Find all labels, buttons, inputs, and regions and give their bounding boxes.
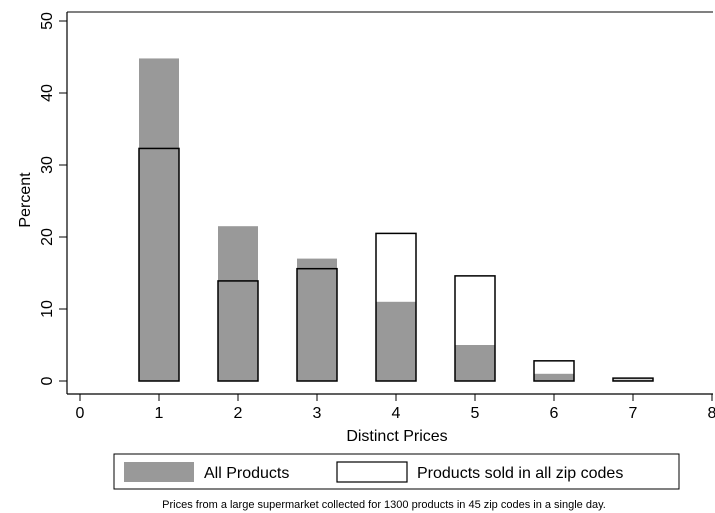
x-tick-label: 1 [155, 405, 164, 422]
legend-swatch-all-products [124, 462, 194, 482]
bar-products-all-zip-codes [296, 267, 338, 382]
x-tick-label: 5 [471, 405, 480, 422]
legend: All Products Products sold in all zip co… [113, 453, 680, 490]
y-axis-label: Percent [17, 172, 34, 228]
y-tick-label: 20 [39, 228, 56, 246]
plot-area [66, 11, 713, 395]
bar-all-products [297, 258, 337, 381]
bar-products-all-zip-codes [533, 360, 575, 382]
bar-products-all-zip-codes [217, 280, 259, 382]
y-tick-label: 30 [39, 156, 56, 174]
y-ticks: 0 10 20 30 40 50 [39, 12, 67, 385]
y-tick-label: 10 [39, 300, 56, 318]
bar-products-all-zip-codes [612, 377, 654, 382]
chart-note: Prices from a large supermarket collecte… [162, 499, 606, 511]
x-ticks: 0 1 2 3 4 5 6 7 8 [76, 394, 715, 422]
x-tick-label: 0 [76, 405, 85, 422]
bar-all-products [455, 345, 495, 381]
legend-label-products-all-zip: Products sold in all zip codes [417, 465, 623, 482]
y-tick-label: 50 [39, 12, 56, 30]
legend-box [113, 453, 680, 490]
y-tick-label: 0 [39, 376, 56, 385]
legend-label-all-products: All Products [204, 465, 289, 482]
bar-all-products [218, 226, 258, 381]
x-tick-label: 8 [708, 405, 715, 422]
bar-products-all-zip-codes [138, 147, 180, 382]
bar-all-products [376, 301, 416, 381]
bar-all-products [534, 373, 574, 381]
bar-products-all-zip-codes [375, 232, 417, 382]
bar-all-products [139, 58, 179, 381]
bar-products-all-zip-codes [454, 275, 496, 382]
x-tick-label: 6 [550, 405, 559, 422]
x-tick-label: 4 [392, 405, 401, 422]
legend-swatch-products-all-zip [336, 461, 408, 483]
x-tick-label: 3 [313, 405, 322, 422]
y-tick-label: 40 [39, 84, 56, 102]
x-tick-label: 7 [629, 405, 638, 422]
bars-group [138, 58, 654, 382]
x-axis-label: Distinct Prices [346, 428, 447, 445]
x-tick-label: 2 [234, 405, 243, 422]
